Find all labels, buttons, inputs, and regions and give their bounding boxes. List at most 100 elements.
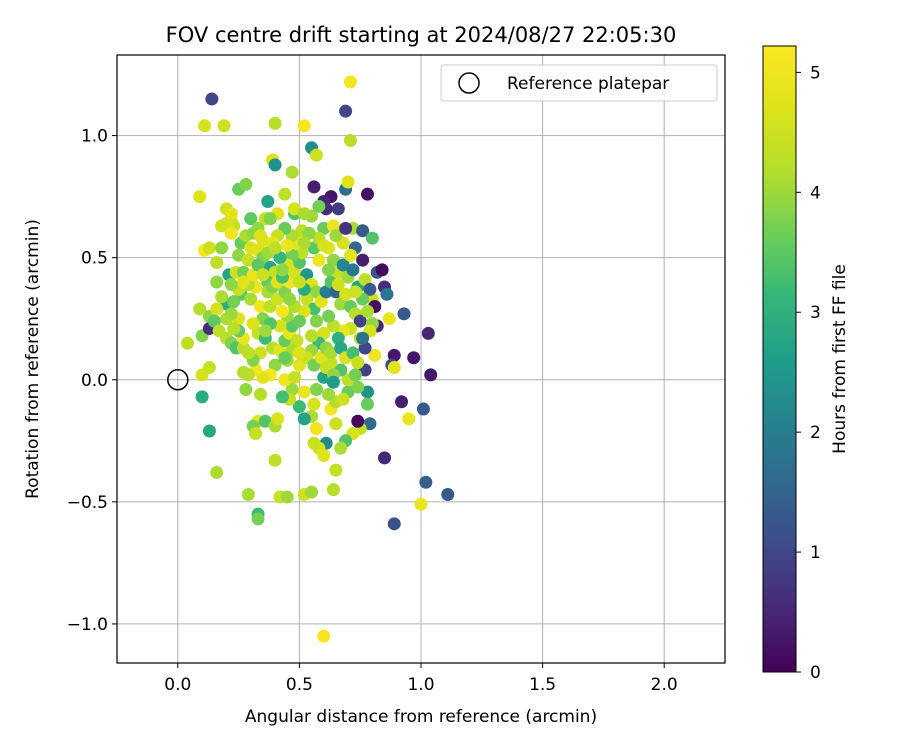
data-point — [358, 341, 372, 355]
data-point — [256, 268, 270, 282]
data-point — [336, 258, 350, 272]
y-tick-label: 0.0 — [81, 371, 108, 391]
data-point — [307, 241, 321, 255]
data-point — [297, 385, 311, 399]
data-point — [202, 361, 216, 375]
data-point — [280, 238, 294, 252]
data-point — [346, 263, 360, 277]
data-point — [268, 116, 282, 130]
data-point — [387, 348, 401, 362]
data-point — [331, 202, 345, 216]
x-tick-label: 1.5 — [529, 675, 556, 695]
data-point — [202, 241, 216, 255]
data-point — [280, 490, 294, 504]
data-point — [297, 207, 311, 221]
data-point — [249, 426, 263, 440]
data-point — [317, 370, 331, 384]
data-point — [329, 229, 343, 243]
data-point — [246, 268, 260, 282]
data-point — [181, 336, 195, 350]
x-tick-label: 0.0 — [164, 675, 191, 695]
legend-entry-reference: Reference platepar — [507, 74, 669, 94]
data-point — [307, 436, 321, 450]
data-point — [326, 483, 340, 497]
data-point — [261, 195, 275, 209]
data-point — [210, 256, 224, 270]
data-point — [363, 417, 377, 431]
data-point — [305, 329, 319, 343]
data-point — [268, 453, 282, 467]
colorbar-ticks: 0 1 2 3 4 5 — [796, 63, 821, 683]
data-point — [224, 278, 238, 292]
colorbar: 0 1 2 3 4 5 Hours from first FF file — [762, 45, 850, 683]
data-point — [414, 497, 428, 511]
data-point — [251, 512, 265, 526]
data-point — [317, 221, 331, 235]
data-point — [309, 383, 323, 397]
data-point — [278, 187, 292, 201]
data-point — [322, 263, 336, 277]
data-point — [353, 314, 367, 328]
data-point — [322, 387, 336, 401]
y-tick-label: 0.5 — [81, 249, 108, 269]
data-point — [273, 319, 287, 333]
y-tick-label: 1.0 — [81, 127, 108, 147]
legend: Reference platepar — [440, 64, 718, 102]
data-point — [395, 395, 409, 409]
data-point — [236, 275, 250, 289]
data-points — [181, 75, 455, 643]
data-point — [300, 292, 314, 306]
data-point — [336, 392, 350, 406]
data-point — [285, 248, 299, 262]
data-point — [297, 119, 311, 133]
data-point — [326, 219, 340, 233]
data-point — [326, 253, 340, 267]
data-point — [193, 190, 207, 204]
colorbar-tick-label: 1 — [810, 543, 821, 563]
data-point — [241, 253, 255, 267]
colorbar-bar — [762, 45, 797, 673]
data-point — [285, 383, 299, 397]
data-point — [363, 282, 377, 296]
data-point — [416, 402, 430, 416]
data-point — [360, 304, 374, 318]
data-point — [317, 629, 331, 643]
data-point — [227, 295, 241, 309]
data-point — [215, 290, 229, 304]
data-point — [309, 314, 323, 328]
data-point — [275, 390, 289, 404]
data-point — [268, 158, 282, 172]
colorbar-tick-label: 0 — [810, 663, 821, 683]
data-point — [283, 292, 297, 306]
data-point — [343, 75, 357, 89]
data-point — [309, 148, 323, 162]
data-point — [360, 187, 374, 201]
data-point — [210, 302, 224, 316]
data-point — [339, 287, 353, 301]
colorbar-label: Hours from first FF file — [830, 264, 850, 454]
data-point — [334, 341, 348, 355]
data-point — [309, 422, 323, 436]
data-point — [351, 414, 365, 428]
legend-reference-marker — [458, 72, 480, 94]
data-point — [317, 238, 331, 252]
data-point — [314, 295, 328, 309]
data-point — [268, 241, 282, 255]
data-point — [343, 248, 357, 262]
data-point — [253, 387, 267, 401]
data-point — [351, 356, 365, 370]
data-point — [356, 224, 370, 238]
x-axis-label: Angular distance from reference (arcmin) — [245, 707, 597, 727]
data-point — [339, 221, 353, 235]
data-point — [326, 319, 340, 333]
data-point — [382, 312, 396, 326]
x-axis-ticks: 0.0 0.5 1.0 1.5 2.0 — [164, 663, 678, 695]
data-point — [307, 397, 321, 411]
data-point — [339, 104, 353, 118]
data-point — [356, 331, 370, 345]
data-point — [322, 309, 336, 323]
data-point — [387, 517, 401, 531]
data-point — [241, 346, 255, 360]
data-point — [210, 275, 224, 289]
